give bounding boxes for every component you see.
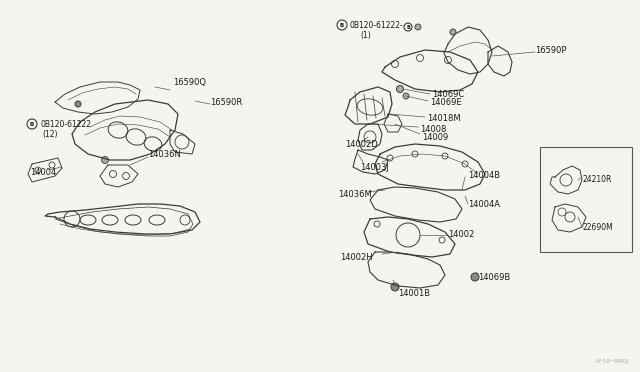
- Text: 14003J: 14003J: [360, 163, 389, 171]
- Text: B: B: [340, 22, 344, 28]
- Text: B: B: [406, 25, 410, 29]
- Text: 24210R: 24210R: [583, 174, 612, 183]
- Circle shape: [471, 273, 479, 281]
- Text: 14004: 14004: [30, 167, 56, 176]
- Circle shape: [391, 283, 399, 291]
- Circle shape: [75, 101, 81, 107]
- Text: 14002D: 14002D: [345, 140, 378, 148]
- Text: 14004B: 14004B: [468, 170, 500, 180]
- Text: 16590P: 16590P: [535, 45, 566, 55]
- Text: 14002H: 14002H: [340, 253, 372, 262]
- Text: 16590R: 16590R: [210, 97, 243, 106]
- Text: 14001B: 14001B: [398, 289, 430, 298]
- Text: B: B: [30, 122, 34, 126]
- Text: 14069B: 14069B: [478, 273, 510, 282]
- Text: 14009: 14009: [422, 132, 448, 141]
- Text: 22690M: 22690M: [583, 222, 614, 231]
- Text: 14004A: 14004A: [468, 199, 500, 208]
- Text: (12): (12): [42, 129, 58, 138]
- Text: 14002: 14002: [448, 230, 474, 238]
- Text: 0B120-61222: 0B120-61222: [40, 119, 91, 128]
- Text: (1): (1): [360, 31, 371, 39]
- Bar: [540, 147, 632, 252]
- Text: 14069E: 14069E: [430, 97, 461, 106]
- Text: 14008: 14008: [420, 125, 446, 134]
- Text: A^10^0PR3: A^10^0PR3: [596, 359, 630, 364]
- Text: 14018M: 14018M: [427, 113, 461, 122]
- Text: 14036N: 14036N: [148, 150, 181, 158]
- Text: 16590Q: 16590Q: [173, 77, 206, 87]
- Circle shape: [415, 24, 421, 30]
- Text: 14069C: 14069C: [432, 90, 464, 99]
- Circle shape: [450, 29, 456, 35]
- Circle shape: [102, 157, 109, 164]
- Circle shape: [403, 93, 409, 99]
- Text: 14036M: 14036M: [338, 189, 372, 199]
- Circle shape: [397, 86, 403, 93]
- Text: 0B120-61222-: 0B120-61222-: [350, 20, 404, 29]
